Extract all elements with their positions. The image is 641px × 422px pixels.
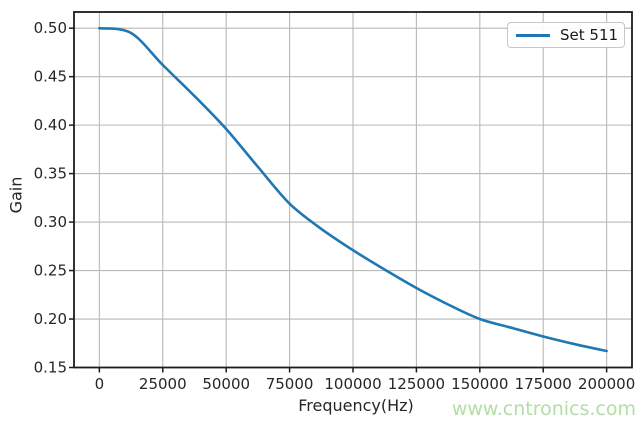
legend-label: Set 511: [560, 26, 619, 44]
x-tick-label: 175000: [515, 375, 572, 393]
x-tick-label: 125000: [388, 375, 445, 393]
x-tick-label: 25000: [139, 375, 187, 393]
y-tick-label: 0.30: [34, 213, 67, 231]
x-tick-label: 150000: [451, 375, 508, 393]
y-axis-title: Gain: [6, 176, 26, 214]
y-tick-label: 0.45: [34, 68, 67, 86]
legend: Set 511: [507, 22, 625, 48]
x-tick-label: 75000: [266, 375, 314, 393]
x-tick-label: 200000: [578, 375, 635, 393]
watermark: www.cntronics.com: [451, 398, 636, 420]
legend-line-icon: [516, 33, 550, 37]
y-tick-label: 0.20: [34, 310, 67, 328]
x-tick-label: 50000: [202, 375, 250, 393]
y-tick-label: 0.40: [34, 116, 67, 134]
y-tick-label: 0.35: [34, 165, 67, 183]
y-tick-label: 0.50: [34, 19, 67, 37]
x-axis-title: Frequency(Hz): [298, 396, 414, 415]
y-tick-label: 0.25: [34, 262, 67, 280]
y-tick-label: 0.15: [34, 359, 67, 377]
x-tick-label: 0: [95, 375, 105, 393]
x-tick-label: 100000: [324, 375, 381, 393]
curve-set-511: [98, 26, 608, 353]
